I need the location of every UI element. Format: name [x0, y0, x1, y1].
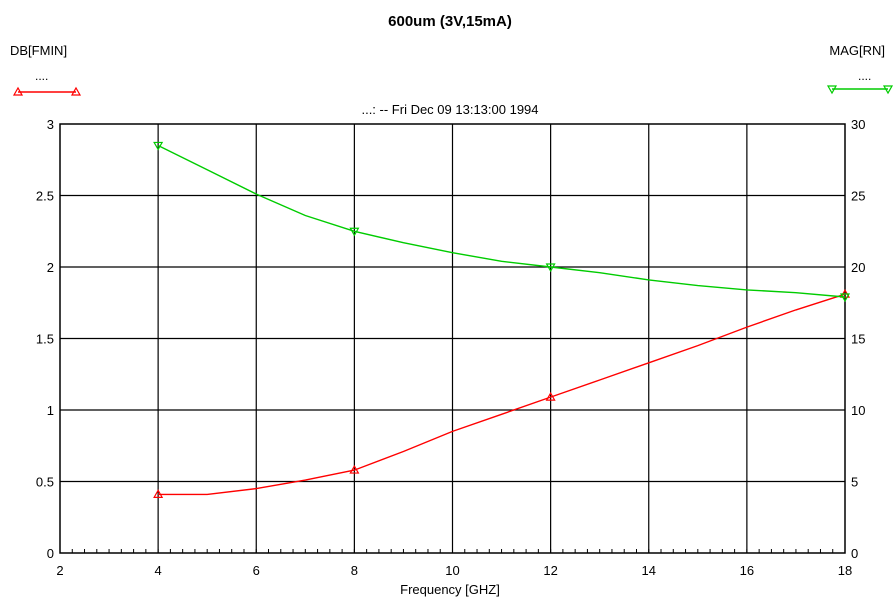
x-tick-label: 4 [155, 563, 162, 578]
data-point-rn [153, 141, 164, 151]
series-line-fmin [158, 293, 846, 496]
x-tick-label: 2 [56, 563, 63, 578]
legend [12, 85, 894, 96]
data-point-rn [839, 293, 851, 303]
data-point-rn [545, 263, 556, 273]
legend-right-dots: .... [858, 69, 871, 83]
legend-marker-rn [826, 85, 838, 95]
data-point-fmin [545, 391, 556, 401]
series-layer [153, 141, 851, 498]
chart-subtitle: ...: -- Fri Dec 09 13:13:00 1994 [361, 102, 538, 117]
y-right-tick-label: 20 [851, 260, 865, 275]
y-left-tick-label: 1.5 [36, 332, 54, 347]
grid [59, 123, 846, 554]
legend-marker-fmin [70, 86, 82, 96]
series-line-rn [157, 144, 846, 298]
x-tick-label: 18 [838, 563, 852, 578]
y-right-tick-label: 25 [851, 189, 865, 204]
y-left-tick-label: 2.5 [36, 189, 54, 204]
y-left-tick-label: 3 [47, 117, 54, 132]
y-right-tick-label: 5 [851, 475, 858, 490]
y-left-tick-label: 1 [47, 403, 54, 418]
data-point-fmin [153, 489, 164, 498]
y-right-tick-label: 15 [851, 332, 865, 347]
x-tick-label: 12 [543, 563, 557, 578]
legend-marker-fmin [12, 86, 24, 96]
left-axis-label: DB[FMIN] [10, 43, 67, 58]
chart-title: 600um (3V,15mA) [388, 13, 512, 30]
x-tick-label: 10 [445, 563, 459, 578]
axis-ticks: 2 4 6 8 10 12 14 16 18 0 0 0.5 5 1 10 1.5 15 2 20 2.5 25 3 30 [36, 117, 866, 578]
x-tick-label: 16 [740, 563, 754, 578]
right-axis-label: MAG[RN] [829, 43, 885, 58]
y-right-tick-label: 10 [851, 403, 865, 418]
data-point-rn [349, 227, 360, 237]
data-point-fmin [349, 464, 360, 474]
legend-marker-rn [882, 85, 894, 95]
y-right-tick-label: 30 [851, 117, 865, 132]
legend-left-dots: .... [35, 69, 48, 83]
y-left-tick-label: 0.5 [36, 475, 54, 490]
y-left-tick-label: 0 [47, 546, 54, 561]
x-tick-label: 8 [351, 563, 358, 578]
y-right-tick-label: 0 [851, 546, 858, 561]
x-axis-label: Frequency [GHZ] [400, 582, 500, 597]
x-tick-label: 6 [253, 563, 260, 578]
x-tick-label: 14 [642, 563, 656, 578]
y-left-tick-label: 2 [47, 260, 54, 275]
